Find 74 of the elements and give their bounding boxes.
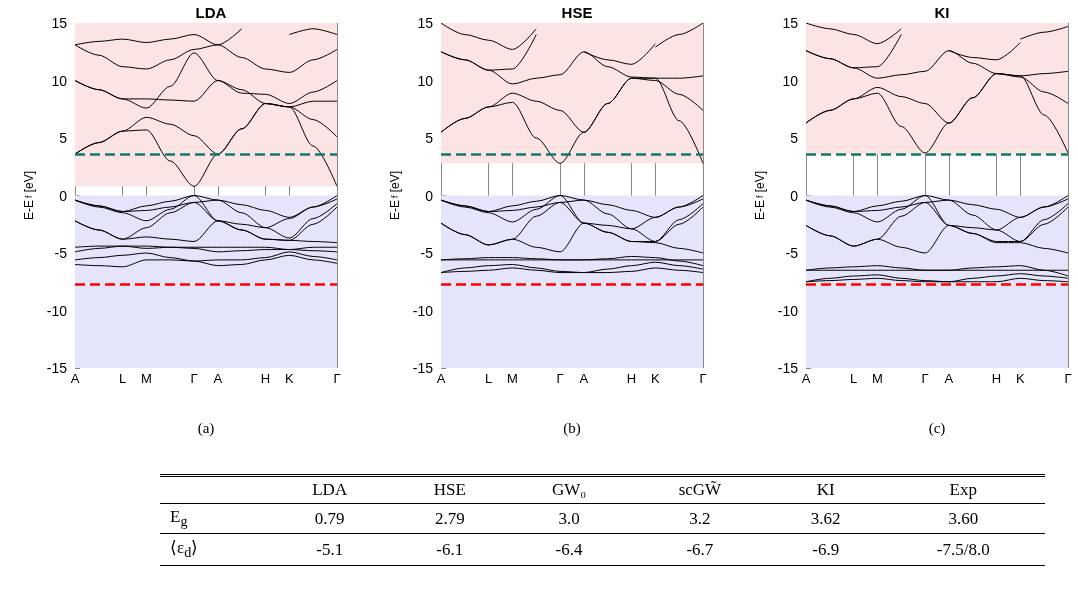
y-tick-label: 5 — [59, 130, 68, 146]
y-tick-label: 15 — [417, 15, 434, 31]
x-axis-title: (a) — [197, 419, 215, 437]
x-axis-title: (c) — [928, 419, 946, 437]
x-tick-label: M — [507, 371, 518, 386]
x-tick-label: Γ — [1064, 371, 1072, 386]
text: 2.79 — [434, 508, 465, 528]
x-tick-label: H — [260, 371, 271, 386]
x-tick-label: H — [626, 371, 637, 386]
x-tick-label: A — [70, 371, 80, 386]
y-tick-label: 15 — [782, 15, 799, 31]
x-tick-label: K — [285, 371, 295, 386]
x-tick-label: A — [579, 371, 589, 386]
category-label: E$_{g}$ — [170, 507, 188, 530]
category-label: KI — [815, 479, 836, 501]
x-axis-title: (b) — [563, 419, 581, 437]
y-tick-label: 15 — [51, 15, 68, 31]
x-tick-label: Γ — [333, 371, 341, 386]
y-axis-title: E-Ef [eV] — [388, 170, 402, 221]
text: -6.7 — [686, 539, 714, 559]
text: -5.1 — [316, 539, 344, 559]
category-label: HSE — [432, 479, 467, 501]
category-label: Exp — [948, 479, 978, 501]
y-tick-label: 10 — [51, 72, 68, 89]
y-tick-label: -10 — [777, 302, 799, 319]
y-axis-title: E-Ef [eV] — [22, 170, 36, 221]
y-tick-label: 5 — [790, 130, 799, 146]
y-tick-label: -5 — [785, 245, 799, 261]
y-tick-label: -10 — [46, 302, 68, 319]
text: -7.5/8.0 — [936, 539, 990, 559]
x-tick-label: H — [991, 371, 1002, 386]
chart-title: LDA — [195, 4, 227, 21]
y-tick-label: -15 — [412, 360, 434, 376]
x-tick-label: Γ — [556, 371, 564, 386]
y-tick-label: 10 — [782, 72, 799, 89]
text: 0.79 — [314, 508, 345, 528]
text: 3.62 — [810, 508, 841, 528]
x-tick-label: A — [944, 371, 954, 386]
x-tick-label: Γ — [699, 371, 707, 386]
x-tick-label: M — [141, 371, 152, 386]
y-tick-label: 5 — [425, 130, 434, 146]
category-label: ⟨ε$_{d}$⟩ — [170, 538, 199, 561]
y-tick-label: 10 — [417, 72, 434, 89]
text: -6.1 — [436, 539, 464, 559]
x-tick-label: K — [651, 371, 661, 386]
text: 3.0 — [558, 508, 580, 528]
y-tick-label: -10 — [412, 302, 434, 319]
text: -6.4 — [555, 539, 583, 559]
chart-title: HSE — [561, 4, 593, 21]
y-tick-label: -5 — [54, 245, 68, 261]
y-tick-label: -5 — [420, 245, 434, 261]
text: 3.2 — [689, 508, 711, 528]
text: 3.60 — [948, 508, 979, 528]
x-tick-label: K — [1016, 371, 1026, 386]
y-tick-label: -15 — [46, 360, 68, 376]
x-tick-label: Γ — [190, 371, 198, 386]
y-tick-label: 0 — [59, 187, 68, 204]
category-label: GW₀ — [550, 479, 588, 501]
y-tick-label: -15 — [777, 360, 799, 376]
x-tick-label: A — [801, 371, 811, 386]
x-tick-label: L — [850, 371, 858, 386]
y-tick-label: 0 — [425, 187, 434, 204]
text: -6.9 — [812, 539, 840, 559]
x-tick-label: Γ — [921, 371, 929, 386]
category-label: scGW̃ — [677, 479, 723, 501]
x-tick-label: L — [485, 371, 493, 386]
y-axis-title: E-Ef [eV] — [753, 170, 767, 221]
x-tick-label: A — [213, 371, 223, 386]
x-tick-label: A — [436, 371, 446, 386]
x-tick-label: L — [119, 371, 127, 386]
chart-title: KI — [934, 4, 950, 21]
category-label: LDA — [311, 479, 349, 501]
x-tick-label: M — [872, 371, 883, 386]
y-tick-label: 0 — [790, 187, 799, 204]
